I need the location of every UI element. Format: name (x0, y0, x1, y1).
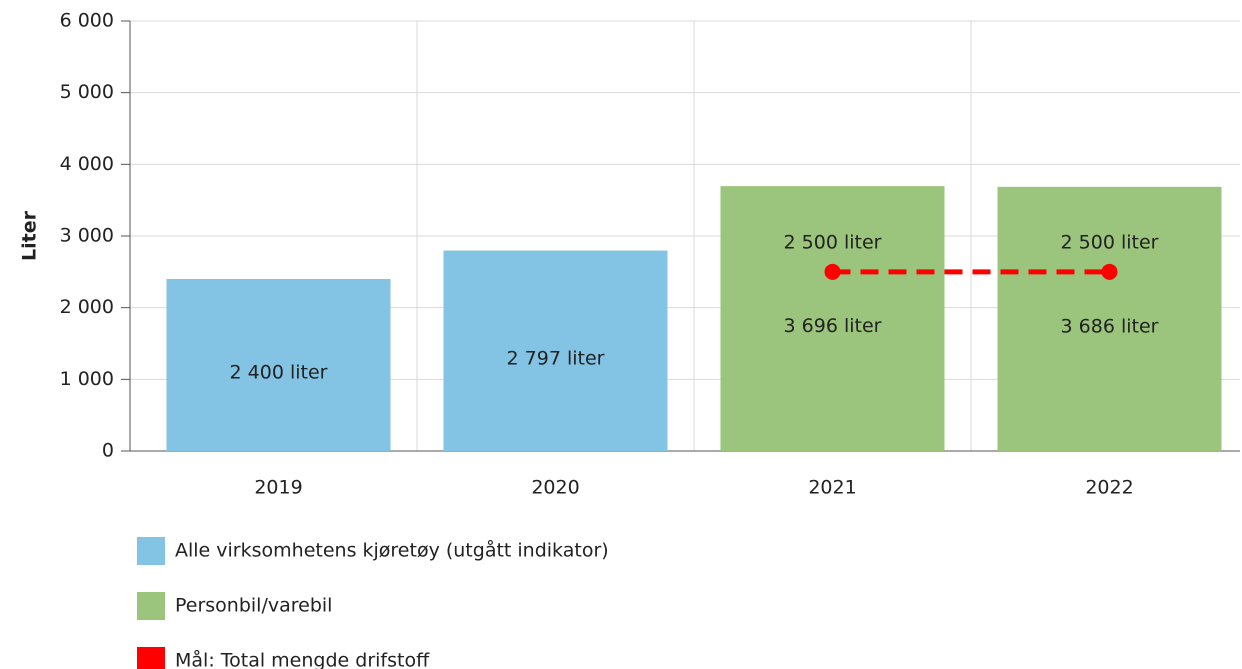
bar (720, 186, 945, 451)
y-tick-label: 3 000 (60, 225, 114, 247)
legend-swatch (137, 647, 165, 669)
value-label: 2 797 liter (507, 347, 605, 369)
value-label: 3 686 liter (1061, 315, 1159, 337)
legend-label: Alle virksomhetens kjøretøy (utgått indi… (175, 539, 609, 562)
y-tick-label: 5 000 (60, 81, 114, 103)
legend-swatch (137, 537, 165, 565)
legend-label: Personbil/varebil (175, 595, 332, 617)
y-tick-label: 4 000 (60, 153, 114, 175)
x-tick-label: 2019 (254, 477, 302, 499)
value-label: 2 400 liter (230, 362, 328, 384)
y-axis-label: Liter (19, 210, 41, 261)
y-tick-label: 2 000 (60, 296, 114, 318)
line-marker (1101, 263, 1118, 280)
value-label: 3 696 liter (784, 315, 882, 337)
x-tick-label: 2022 (1085, 477, 1133, 499)
line-marker (824, 263, 841, 280)
y-tick-label: 6 000 (60, 10, 114, 32)
value-label: 2 500 liter (784, 231, 882, 253)
bar (997, 186, 1222, 451)
x-tick-label: 2020 (531, 477, 579, 499)
legend-swatch (137, 592, 165, 620)
x-tick-label: 2021 (808, 477, 856, 499)
bar (166, 279, 391, 451)
value-label: 2 500 liter (1061, 231, 1159, 253)
bar (443, 250, 668, 451)
y-tick-label: 0 (102, 440, 114, 462)
legend-label: Mål: Total mengde drifstoff (175, 649, 430, 669)
y-tick-label: 1 000 (60, 368, 114, 390)
